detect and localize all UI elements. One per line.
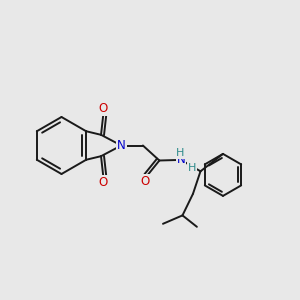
Text: H: H	[188, 163, 196, 173]
Text: N: N	[117, 139, 126, 152]
Text: O: O	[99, 102, 108, 115]
Text: N: N	[177, 153, 185, 167]
Text: O: O	[99, 176, 108, 189]
Text: H: H	[176, 148, 184, 158]
Text: O: O	[141, 175, 150, 188]
